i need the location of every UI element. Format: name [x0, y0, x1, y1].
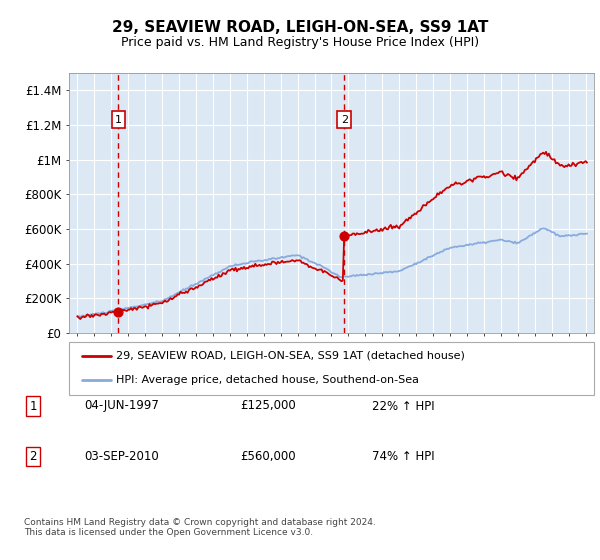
Text: 04-JUN-1997: 04-JUN-1997 — [84, 399, 159, 413]
Text: 03-SEP-2010: 03-SEP-2010 — [84, 450, 159, 463]
Text: £560,000: £560,000 — [240, 450, 296, 463]
Text: 29, SEAVIEW ROAD, LEIGH-ON-SEA, SS9 1AT: 29, SEAVIEW ROAD, LEIGH-ON-SEA, SS9 1AT — [112, 20, 488, 35]
Text: 22% ↑ HPI: 22% ↑ HPI — [372, 399, 434, 413]
Text: Price paid vs. HM Land Registry's House Price Index (HPI): Price paid vs. HM Land Registry's House … — [121, 36, 479, 49]
Text: £125,000: £125,000 — [240, 399, 296, 413]
Text: 2: 2 — [341, 115, 348, 125]
Text: 1: 1 — [29, 399, 37, 413]
FancyBboxPatch shape — [69, 342, 594, 395]
Text: 74% ↑ HPI: 74% ↑ HPI — [372, 450, 434, 463]
Text: 29, SEAVIEW ROAD, LEIGH-ON-SEA, SS9 1AT (detached house): 29, SEAVIEW ROAD, LEIGH-ON-SEA, SS9 1AT … — [116, 351, 465, 361]
Text: 2: 2 — [29, 450, 37, 463]
Point — [340, 231, 349, 240]
Text: Contains HM Land Registry data © Crown copyright and database right 2024.
This d: Contains HM Land Registry data © Crown c… — [24, 518, 376, 538]
Text: 1: 1 — [115, 115, 122, 125]
Text: HPI: Average price, detached house, Southend-on-Sea: HPI: Average price, detached house, Sout… — [116, 375, 419, 385]
Point — [113, 307, 123, 316]
